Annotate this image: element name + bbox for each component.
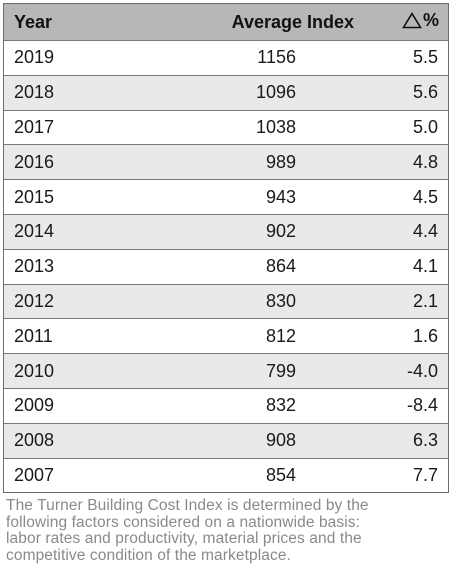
caption-line: The Turner Building Cost Index is determ…: [6, 497, 369, 514]
table-row: 2013 864 4.1: [4, 248, 448, 284]
cell-delta-percent: 5.6: [412, 82, 438, 103]
cell-year: 2018: [14, 82, 55, 103]
table-row: 2016 989 4.8: [4, 144, 448, 180]
cell-delta-percent: 1.6: [412, 325, 438, 346]
cell-delta-percent: 4.4: [412, 221, 438, 242]
cell-year: 2016: [14, 151, 55, 172]
cell-year: 2017: [14, 116, 55, 137]
table-row: 2017 1038 5.0: [4, 109, 448, 145]
cell-year: 2012: [14, 290, 55, 311]
table-header: Year Average Index %: [4, 4, 448, 40]
header-delta-percent: %: [354, 10, 448, 34]
cell-year: 2008: [14, 430, 55, 451]
cell-year: 2014: [14, 221, 55, 242]
header-year: Year: [14, 11, 53, 32]
cell-average-index: 902: [265, 221, 296, 242]
cell-year: 2009: [14, 395, 55, 416]
cell-delta-percent: 7.7: [412, 464, 438, 485]
table-row: 2008 908 6.3: [4, 422, 448, 458]
cell-average-index: 854: [265, 464, 296, 485]
cell-average-index: 830: [265, 290, 296, 311]
table-row: 2009 832 -8.4: [4, 387, 448, 423]
cell-average-index: 864: [265, 256, 296, 277]
cell-delta-percent: -4.0: [406, 360, 438, 381]
caption-line: labor rates and productivity, material p…: [6, 530, 362, 547]
cell-year: 2011: [14, 325, 53, 346]
caption: The Turner Building Cost Index is determ…: [6, 497, 452, 564]
cell-average-index: 799: [265, 360, 296, 381]
cell-delta-percent: 6.3: [412, 430, 438, 451]
cost-index-table: Year Average Index % 2019 1156 5.5 2018 1096…: [3, 3, 449, 494]
cell-delta-percent: 5.0: [412, 116, 438, 137]
caption-line: competitive condition of the marketplace…: [6, 546, 291, 564]
cell-delta-percent: 5.5: [412, 47, 438, 68]
delta-triangle-icon: [402, 12, 422, 29]
cell-delta-percent: -8.4: [406, 395, 438, 416]
cell-year: 2019: [14, 47, 55, 68]
header-average-index: Average Index: [231, 11, 354, 32]
table-row: 2019 1156 5.5: [4, 40, 448, 75]
cell-average-index: 943: [265, 186, 296, 207]
cell-delta-percent: 4.8: [412, 151, 438, 172]
table-body: 2019 1156 5.5 2018 1096 5.6 2017 1038 5.0 2016 989…: [4, 40, 448, 492]
cell-year: 2013: [14, 256, 55, 277]
table-row: 2014 902 4.4: [4, 213, 448, 249]
cell-average-index: 812: [265, 325, 296, 346]
cell-delta-percent: 4.5: [412, 186, 438, 207]
table-row: 2012 830 2.1: [4, 283, 448, 319]
header-percent-sign: %: [422, 10, 439, 30]
cell-delta-percent: 2.1: [412, 290, 438, 311]
cell-average-index: 832: [265, 395, 296, 416]
cell-year: 2007: [14, 464, 55, 485]
cell-average-index: 908: [265, 430, 296, 451]
cell-average-index: 1156: [257, 47, 296, 68]
table-row: 2007 854 7.7: [4, 457, 448, 493]
table-row: 2011 812 1.6: [4, 318, 448, 353]
table-row: 2018 1096 5.6: [4, 74, 448, 110]
cell-average-index: 989: [265, 151, 296, 172]
table-row: 2010 799 -4.0: [4, 353, 448, 388]
cell-delta-percent: 4.1: [412, 256, 438, 277]
cell-year: 2010: [14, 360, 55, 381]
cell-average-index: 1096: [255, 82, 296, 103]
cell-average-index: 1038: [255, 116, 296, 137]
table-row: 2015 943 4.5: [4, 179, 448, 214]
cell-year: 2015: [14, 186, 55, 207]
caption-line: following factors considered on a nation…: [6, 513, 361, 531]
